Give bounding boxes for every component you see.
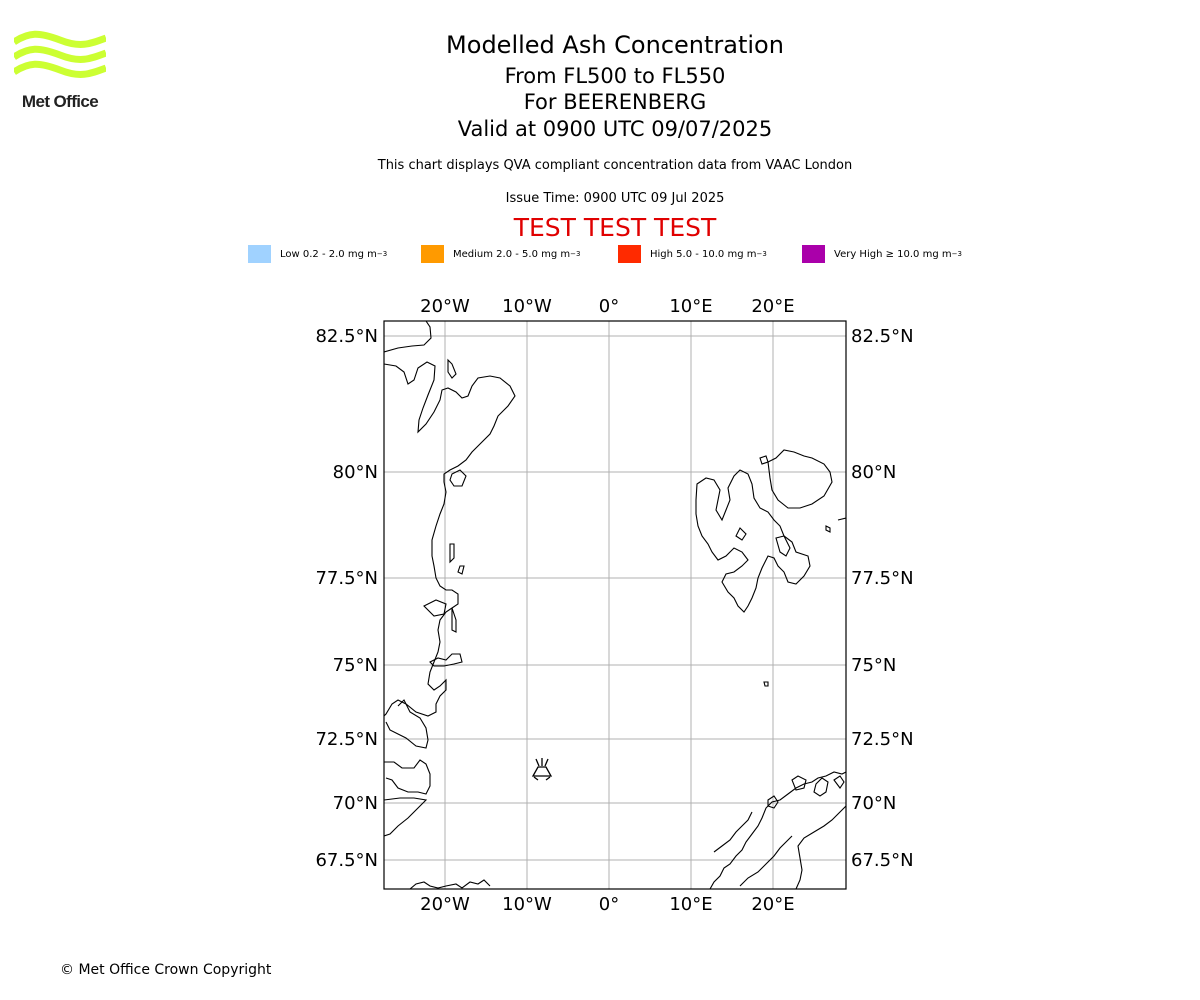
svalbard-coast [837,517,846,521]
legend-low: Low 0.2 - 2.0 mg m −3 [248,245,387,263]
legend-medium-label: Medium 2.0 - 5.0 mg m [453,248,571,260]
legend-high-swatch [618,245,641,263]
lon-tick-top: 0° [599,296,619,317]
legend-very-high: Very High ≥ 10.0 mg m −3 [802,245,962,263]
legend-unit-exponent: −3 [951,250,962,258]
legend-unit-exponent: −3 [376,250,388,258]
svalbard-coast [695,469,811,613]
legend-high-label: High 5.0 - 10.0 mg m [650,248,757,260]
greenland-coast [429,653,463,667]
lon-tick-top: 10°W [502,296,552,317]
greenland-coast [423,599,447,617]
lon-tick-top: 20°W [420,296,470,317]
lon-ticks-bottom: 20°W 10°W 0° 10°E 20°E [420,894,794,915]
legend-low-label: Low 0.2 - 2.0 mg m [280,248,377,260]
lat-tick-left: 72.5°N [315,729,378,750]
norway-coast [795,805,846,889]
lon-tick-bottom: 20°W [420,894,470,915]
lat-tick-right: 75°N [851,655,896,676]
svalbard-coast [735,527,747,541]
volcano-icon [531,758,553,781]
legend-low-swatch [248,245,271,263]
greenland-coast [385,699,429,749]
norway-coast [833,775,845,789]
norway-coast [713,811,753,853]
svalbard-coast [775,535,791,557]
greenland-coast [451,607,457,633]
flight-level-range: From FL500 to FL550 [504,64,726,88]
lon-ticks-top: 20°W 10°W 0° 10°E 20°E [420,296,794,317]
lat-tick-left: 82.5°N [315,326,378,347]
greenland-coast [384,797,428,837]
lon-tick-bottom: 20°E [751,894,794,915]
greenland-coast [384,321,432,353]
lat-tick-left: 77.5°N [315,568,378,589]
copyright-notice: © Met Office Crown Copyright [60,962,272,978]
greenland-coast [449,469,467,487]
lat-tick-right: 82.5°N [851,326,914,347]
svalbard-coast [825,525,831,533]
lon-tick-bottom: 0° [599,894,619,915]
lat-tick-right: 67.5°N [851,850,914,871]
legend-very-high-swatch [802,245,825,263]
greenland-coast [457,565,465,575]
svalbard-coast [767,449,833,509]
met-office-logo: Met Office [12,30,108,112]
lat-tick-left: 75°N [333,655,378,676]
legend-medium-swatch [421,245,444,263]
greenland-coast [449,543,455,564]
lat-tick-left: 67.5°N [315,850,378,871]
lat-tick-right: 70°N [851,793,896,814]
valid-time: Valid at 0900 UTC 09/07/2025 [457,117,773,141]
svalbard-coast [759,455,769,465]
lat-ticks-right: 82.5°N 80°N 77.5°N 75°N 72.5°N 70°N 67.5… [851,326,914,871]
chart-title: Modelled Ash Concentration [446,31,784,59]
legend-high: High 5.0 - 10.0 mg m −3 [618,245,767,263]
legend-very-high-label: Very High ≥ 10.0 mg m [834,248,952,260]
greenland-coast [384,361,516,717]
volcano-name: For BEERENBERG [523,90,707,114]
coastlines [384,321,846,889]
logo-wordmark: Met Office [21,92,99,111]
legend-unit-exponent: −3 [756,250,767,258]
lat-tick-left: 80°N [333,462,378,483]
met-office-wave-icon [12,30,108,78]
lon-tick-top: 20°E [751,296,794,317]
lon-tick-bottom: 10°E [669,894,712,915]
test-banner: TEST TEST TEST [513,213,717,242]
lon-tick-top: 10°E [669,296,712,317]
legend-unit-exponent: −3 [570,250,581,258]
norway-coast [791,775,807,791]
norway-coast [813,777,829,797]
chart-description: This chart displays QVA compliant concen… [377,158,853,173]
issue-time: Issue Time: 0900 UTC 09 Jul 2025 [505,191,725,206]
lat-tick-right: 72.5°N [851,729,914,750]
legend-medium: Medium 2.0 - 5.0 mg m −3 [421,245,580,263]
lat-tick-right: 77.5°N [851,568,914,589]
lat-ticks-left: 82.5°N 80°N 77.5°N 75°N 72.5°N 70°N 67.5… [315,326,378,871]
norway-coast [709,771,846,889]
lat-tick-right: 80°N [851,462,896,483]
greenland-coast [384,759,431,795]
norway-coast [739,835,793,887]
lat-tick-left: 70°N [333,793,378,814]
norway-coast [767,795,779,809]
lon-tick-bottom: 10°W [502,894,552,915]
greenland-coast [447,358,457,379]
iceland-coast [409,879,491,889]
bear-island-coast [763,681,769,687]
map-frame [383,320,847,890]
